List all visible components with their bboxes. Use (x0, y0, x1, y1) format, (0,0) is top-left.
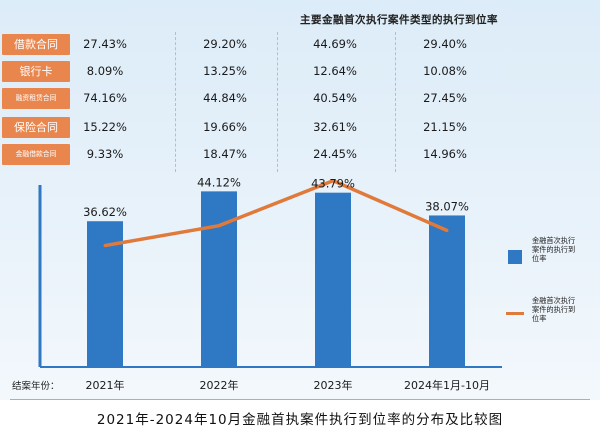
table-cell: 13.25% (203, 64, 247, 78)
legend-bar-swatch (508, 250, 522, 264)
table-cell: 14.96% (423, 147, 467, 161)
legend-bar-entry: 金融首次执行案件的执行到位率 (508, 236, 582, 286)
table-cell: 10.08% (423, 64, 467, 78)
table-cell: 9.33% (86, 147, 124, 161)
legend-bar-label: 金融首次执行案件的执行到位率 (532, 236, 576, 263)
table-cell: 12.64% (313, 64, 357, 78)
x-tick-label: 2024年1月-10月 (404, 378, 490, 392)
bar-line-chart: 36.62% 44.12% 43.79% 38.07% 2021年 2022年 2023年… (12, 175, 502, 392)
table-cell: 18.47% (203, 147, 247, 161)
bar (315, 192, 351, 367)
table-cell: 44.69% (313, 37, 357, 51)
line-point (103, 244, 107, 248)
legend-line-swatch (506, 312, 524, 315)
table-cell: 19.66% (203, 120, 247, 134)
table-cell: 40.54% (313, 91, 357, 105)
table-separator (395, 32, 396, 172)
table-cell: 24.45% (313, 147, 357, 161)
x-axis-prefix: 结案年份： (12, 380, 60, 392)
x-tick-label: 2022年 (200, 378, 239, 392)
table-row-label: 金融借款合同 (2, 144, 70, 165)
legend-line-label: 金融首次执行案件的执行到位率 (532, 296, 576, 323)
table-cell: 15.22% (83, 120, 127, 134)
x-tick-label: 2021年 (86, 378, 125, 392)
table-cell: 27.45% (423, 91, 467, 105)
figure-caption: 2021年-2024年10月金融首执案件执行到位率的分布及比较图 (96, 412, 504, 428)
line-point (217, 224, 221, 228)
legend-line-entry: 金融首次执行案件的执行到位率 (506, 296, 582, 356)
table-row-label: 融资租赁合同 (2, 88, 70, 109)
bar-data-label: 36.62% (83, 205, 127, 219)
table-cell: 27.43% (83, 37, 127, 51)
caption-divider (10, 399, 590, 400)
table-separator (277, 32, 278, 172)
bar (201, 191, 237, 367)
table-separator (175, 32, 176, 172)
x-tick-label: 2023年 (314, 378, 353, 392)
line-point (445, 228, 449, 232)
table-title: 主要金融首次执行案件类型的执行到位率 (300, 14, 498, 26)
table-cell: 44.84% (203, 91, 247, 105)
bar (429, 215, 465, 367)
table-row-label: 借款合同 (2, 34, 70, 55)
table-row-label: 银行卡 (2, 61, 70, 82)
bar-data-label: 38.07% (425, 199, 469, 213)
bar-data-label: 44.12% (197, 175, 241, 189)
table-cell: 21.15% (423, 120, 467, 134)
table-row-label: 保险合同 (2, 117, 70, 138)
bar-data-label: 43.79% (311, 177, 355, 191)
table-cell: 29.20% (203, 37, 247, 51)
table-cell: 29.40% (423, 37, 467, 51)
table-cell: 32.61% (313, 120, 357, 134)
table-cell: 74.16% (83, 91, 127, 105)
trend-line (104, 178, 448, 248)
table-cell: 8.09% (86, 64, 124, 78)
line-point (331, 179, 335, 183)
